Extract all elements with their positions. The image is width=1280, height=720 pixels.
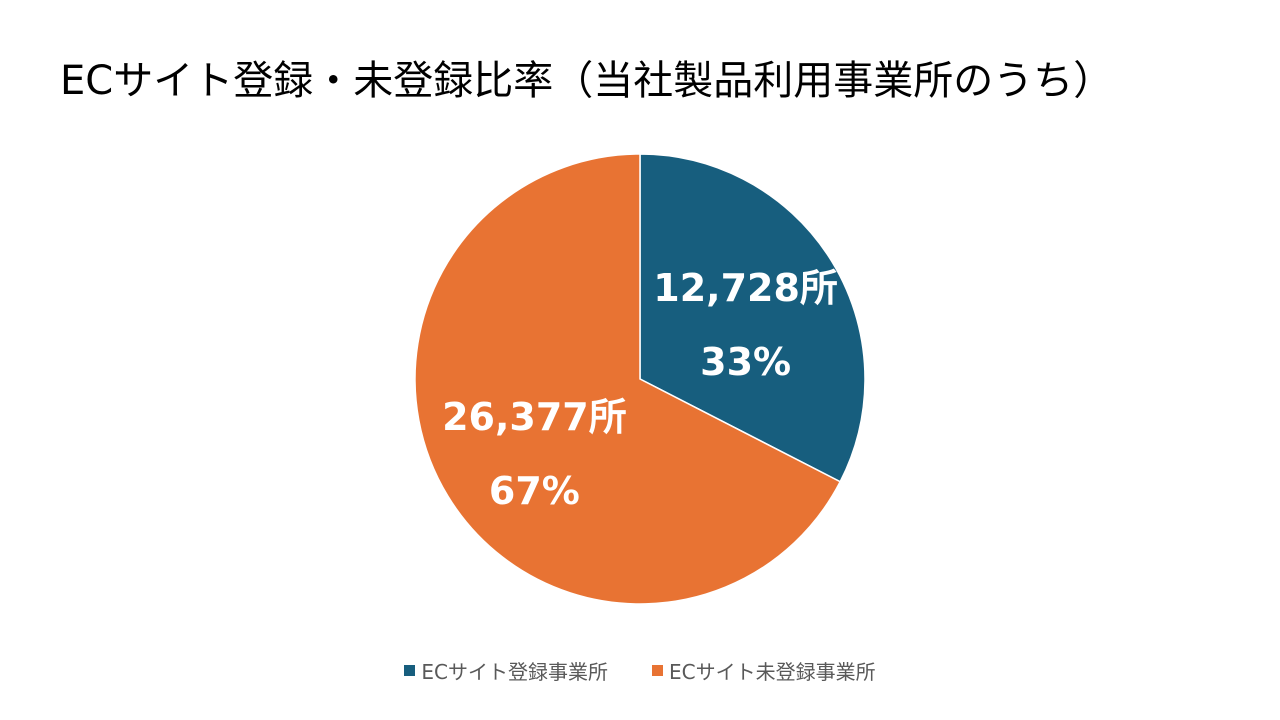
legend-swatch-unregistered (652, 665, 663, 676)
data-label-unregistered-count: 26,377所 (442, 395, 627, 439)
legend-item-registered: ECサイト登録事業所 (404, 656, 608, 685)
legend-label-unregistered: ECサイト未登録事業所 (669, 660, 876, 684)
legend-label-registered: ECサイト登録事業所 (421, 660, 608, 684)
data-label-registered-count: 12,728所 (653, 266, 838, 310)
chart-title: ECサイト登録・未登録比率（当社製品利用事業所のうち） (60, 58, 1114, 104)
slice-registered (639, 153, 866, 483)
legend-swatch-registered (404, 665, 416, 676)
slice-unregistered (414, 153, 842, 605)
legend: ECサイト登録事業所 ECサイト未登録事業所 (0, 656, 1280, 685)
data-label-unregistered-percent: 67% (489, 469, 580, 513)
data-label-registered-percent: 33% (700, 340, 791, 384)
legend-item-unregistered: ECサイト未登録事業所 (652, 656, 876, 685)
